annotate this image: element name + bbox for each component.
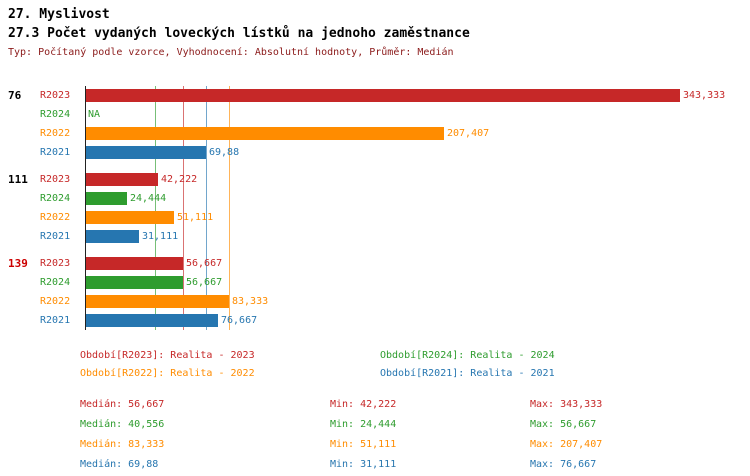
- bar-row: 76 R2023 343,333: [0, 86, 750, 105]
- legend-row: Období[R2022]: Realita - 2022 Období[R20…: [80, 364, 750, 382]
- min-value: Min: 31,111: [330, 458, 397, 470]
- max-value: Max: 56,667: [530, 418, 597, 430]
- y-axis-line: [85, 86, 86, 330]
- report-header: 27. Myslivost 27.3 Počet vydaných loveck…: [0, 0, 750, 62]
- bar-r2024: [85, 276, 183, 289]
- group-label: 111: [8, 173, 28, 186]
- bar-group-76: 76 R2023 343,333 R2024 NA R2022 207,407: [0, 86, 750, 162]
- bar-track: 207,407: [85, 124, 750, 143]
- group-label: 139: [8, 257, 28, 270]
- series-label: R2024: [40, 277, 71, 288]
- bar-row: 139 R2023 56,667: [0, 254, 750, 273]
- bar-row: R2022 207,407: [0, 124, 750, 143]
- bar-r2023: [85, 257, 183, 270]
- median-value: Medián: 69,88: [80, 458, 159, 470]
- median-value: Medián: 56,667: [80, 398, 165, 410]
- bar-r2021: [85, 146, 206, 159]
- legend-item-r2023: Období[R2023]: Realita - 2023: [80, 349, 255, 361]
- series-label: R2022: [40, 128, 71, 139]
- bar-track: 343,333: [85, 86, 750, 105]
- bar-row: R2024 56,667: [0, 273, 750, 292]
- bar-row: R2021 69,88: [0, 143, 750, 162]
- stats-table: Medián: 56,667 Min: 42,222 Max: 343,333 …: [0, 394, 750, 474]
- bar-value-label: 69,88: [209, 147, 240, 158]
- bar-value-label: 76,667: [221, 315, 258, 326]
- stats-row-r2023: Medián: 56,667 Min: 42,222 Max: 343,333: [80, 394, 750, 414]
- bar-row: R2021 76,667: [0, 311, 750, 330]
- min-value: Min: 51,111: [330, 438, 397, 450]
- min-value: Min: 42,222: [330, 398, 397, 410]
- bar-value-label: 343,333: [683, 90, 726, 101]
- bar-value-label: NA: [88, 109, 101, 120]
- bar-r2022: [85, 127, 444, 140]
- bar-r2021: [85, 230, 139, 243]
- group-label: 76: [8, 89, 22, 102]
- median-line-r2022: [229, 86, 230, 330]
- bar-track: 56,667: [85, 254, 750, 273]
- stats-row-r2021: Medián: 69,88 Min: 31,111 Max: 76,667: [80, 454, 750, 474]
- bar-track: 83,333: [85, 292, 750, 311]
- series-label: R2023: [40, 90, 71, 101]
- report-subtitle: 27.3 Počet vydaných loveckých lístků na …: [8, 26, 470, 41]
- bar-row: R2022 51,111: [0, 208, 750, 227]
- bar-value-label: 42,222: [161, 174, 198, 185]
- series-label: R2023: [40, 258, 71, 269]
- report-meta: Typ: Počítaný podle vzorce, Vyhodnocení:…: [8, 47, 454, 58]
- bar-track: 51,111: [85, 208, 750, 227]
- bar-row: R2024 24,444: [0, 189, 750, 208]
- bar-value-label: 207,407: [447, 128, 490, 139]
- median-line-r2024: [155, 86, 156, 330]
- bar-value-label: 51,111: [177, 212, 214, 223]
- bar-track: NA: [85, 105, 750, 124]
- legend-item-r2024: Období[R2024]: Realita - 2024: [380, 349, 555, 361]
- stats-row-r2024: Medián: 40,556 Min: 24,444 Max: 56,667: [80, 414, 750, 434]
- median-value: Medián: 83,333: [80, 438, 165, 450]
- bar-r2023: [85, 89, 680, 102]
- bar-row: R2021 31,111: [0, 227, 750, 246]
- bar-r2022: [85, 211, 174, 224]
- legend: Období[R2023]: Realita - 2023 Období[R20…: [0, 346, 750, 382]
- bar-r2024: [85, 192, 127, 205]
- bar-value-label: 83,333: [232, 296, 269, 307]
- bar-value-label: 56,667: [186, 277, 223, 288]
- median-value: Medián: 40,556: [80, 418, 165, 430]
- max-value: Max: 343,333: [530, 398, 603, 410]
- bar-group-139: 139 R2023 56,667 R2024 56,667 R2022 83,3…: [0, 254, 750, 330]
- bar-value-label: 24,444: [130, 193, 167, 204]
- bar-row: R2024 NA: [0, 105, 750, 124]
- max-value: Max: 207,407: [530, 438, 603, 450]
- min-value: Min: 24,444: [330, 418, 397, 430]
- bar-track: 31,111: [85, 227, 750, 246]
- bar-value-label: 31,111: [142, 231, 179, 242]
- bar-track: 42,222: [85, 170, 750, 189]
- bar-track: 76,667: [85, 311, 750, 330]
- series-label: R2024: [40, 193, 71, 204]
- legend-row: Období[R2023]: Realita - 2023 Období[R20…: [80, 346, 750, 364]
- series-label: R2021: [40, 147, 71, 158]
- series-label: R2021: [40, 231, 71, 242]
- series-label: R2021: [40, 315, 71, 326]
- bar-row: R2022 83,333: [0, 292, 750, 311]
- median-line-r2021: [206, 86, 207, 330]
- series-label: R2024: [40, 109, 71, 120]
- series-label: R2023: [40, 174, 71, 185]
- legend-item-r2021: Období[R2021]: Realita - 2021: [380, 367, 555, 379]
- bar-row: 111 R2023 42,222: [0, 170, 750, 189]
- bar-track: 69,88: [85, 143, 750, 162]
- bar-chart: 76 R2023 343,333 R2024 NA R2022 207,407: [0, 86, 750, 330]
- bar-r2022: [85, 295, 229, 308]
- stats-row-r2022: Medián: 83,333 Min: 51,111 Max: 207,407: [80, 434, 750, 454]
- bar-group-111: 111 R2023 42,222 R2024 24,444 R2022 51,1…: [0, 170, 750, 246]
- max-value: Max: 76,667: [530, 458, 597, 470]
- series-label: R2022: [40, 212, 71, 223]
- legend-item-r2022: Období[R2022]: Realita - 2022: [80, 367, 255, 379]
- bar-value-label: 56,667: [186, 258, 223, 269]
- bar-r2021: [85, 314, 218, 327]
- bar-track: 24,444: [85, 189, 750, 208]
- bar-track: 56,667: [85, 273, 750, 292]
- report-title: 27. Myslivost: [8, 7, 110, 22]
- series-label: R2022: [40, 296, 71, 307]
- median-line-r2023: [183, 86, 184, 330]
- bar-r2023: [85, 173, 158, 186]
